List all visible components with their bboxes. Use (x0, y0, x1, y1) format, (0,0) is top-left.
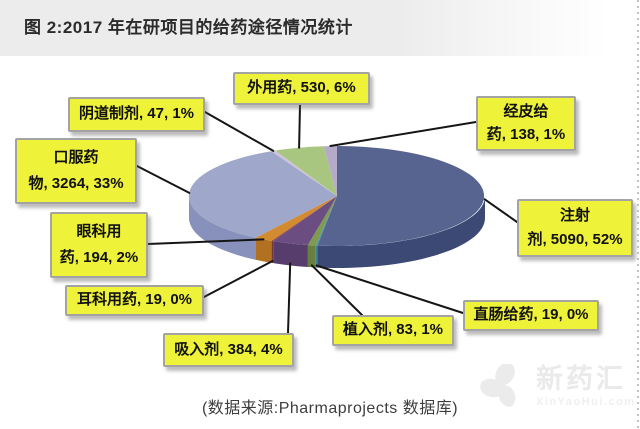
pie-label-line: 药, 194, 2% (59, 248, 139, 266)
pie-slice-implant (307, 196, 337, 246)
pie-label-line: 剂, 5090, 52% (527, 230, 623, 248)
torn-edge-decoration (637, 0, 639, 429)
pie-label-transdermal: 经皮给药, 138, 1% (476, 96, 576, 151)
pie-label-line: 直肠给药, 19, 0% (473, 306, 589, 324)
callout-line-oral (136, 165, 191, 194)
pie-slice-injection (317, 146, 485, 246)
callout-line-topical (298, 104, 301, 149)
pie-label-line: 植入剂, 83, 1% (342, 321, 444, 339)
callout-line-otic (203, 260, 274, 298)
pie-label-ophthalmic: 眼科用药, 194, 2% (50, 212, 148, 278)
pie-label-line: 药, 138, 1% (486, 125, 566, 143)
pie-slice-vaginal (271, 150, 337, 196)
chart-title-band: 图 2:2017 年在研项目的给药途径情况统计 (0, 0, 640, 56)
pie-slice-side-implant (307, 245, 316, 268)
pie-label-implant: 植入剂, 83, 1% (332, 315, 454, 346)
pie-label-line: 吸入剂, 384, 4% (174, 340, 283, 358)
pie-label-line: 经皮给 (503, 103, 549, 120)
pie-label-vaginal: 阴道制剂, 47, 1% (68, 97, 205, 132)
callout-line-implant (310, 264, 363, 316)
pie-slice-rectal (315, 196, 337, 246)
pie-slice-transdermal (323, 146, 337, 196)
chart-title: 图 2:2017 年在研项目的给药途径情况统计 (24, 18, 353, 37)
pie-slice-side-otic (271, 240, 274, 264)
pie-label-otic: 耳科用药, 19, 0% (65, 285, 204, 316)
data-source-caption: (数据来源:Pharmaprojects 数据库) (201, 400, 459, 417)
pie-slice-oral (188, 151, 337, 238)
pie-slice-side-oral (188, 196, 256, 260)
pie-label-inhalation: 吸入剂, 384, 4% (163, 333, 294, 367)
pie-label-line: 物, 3264, 33% (28, 174, 124, 192)
callout-line-vaginal (204, 111, 275, 152)
pie-label-line: 耳科用药, 19, 0% (76, 291, 193, 309)
pie-slice-topical (275, 146, 337, 196)
pie-slice-side-injection (317, 196, 486, 269)
pie-label-topical: 外用药, 530, 6% (233, 72, 370, 105)
pie-label-line: 注射 (559, 207, 590, 224)
pie-label-line: 眼科用 (76, 222, 122, 240)
pie-label-injection: 注射剂, 5090, 52% (517, 199, 633, 257)
callout-line-transdermal (329, 121, 477, 147)
pie-label-line: 外用药, 530, 6% (247, 79, 356, 97)
pie-slice-side-inhalation (273, 241, 308, 267)
callout-line-ophthalmic (147, 238, 265, 245)
pie-label-rectal: 直肠给药, 19, 0% (463, 300, 599, 331)
callout-line-rectal (315, 264, 464, 314)
callout-line-injection (483, 198, 518, 223)
pie-label-oral: 口服药物, 3264, 33% (15, 138, 137, 204)
pie-slice-otic (271, 196, 337, 242)
pie-label-line: 口服药 (53, 148, 99, 166)
pie-slice-inhalation (273, 196, 337, 245)
pie-slice-side-ophthalmic (255, 237, 272, 263)
callout-line-inhalation (287, 262, 292, 334)
pie-label-line: 阴道制剂, 47, 1% (78, 105, 195, 123)
pie-slice-side-rectal (315, 245, 318, 268)
pie-slice-ophthalmic (255, 196, 337, 241)
